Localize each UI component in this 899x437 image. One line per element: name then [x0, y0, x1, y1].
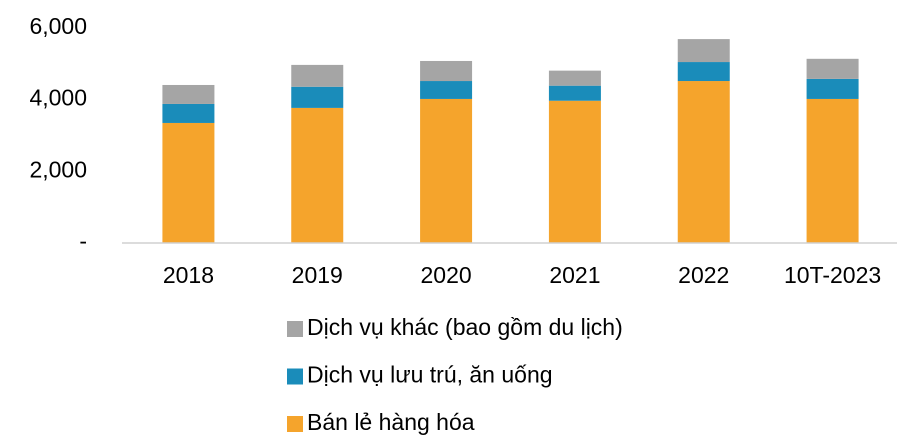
legend-label: Dịch vụ khác (bao gồm du lịch): [307, 314, 623, 340]
bar-segment: [548, 70, 601, 86]
x-tick-label: 10T-2023: [784, 262, 881, 288]
bar-segment: [677, 81, 730, 244]
legend-swatch: [287, 416, 303, 432]
bar-segment: [677, 39, 730, 63]
legend-label: Dịch vụ lưu trú, ăn uống: [307, 362, 553, 388]
bar-segment: [162, 103, 215, 123]
bar-segment: [162, 84, 215, 104]
bar-segment: [291, 107, 344, 244]
bar-segment: [677, 62, 730, 82]
x-tick-label: 2022: [678, 262, 729, 288]
x-tick-label: 2018: [163, 262, 214, 288]
bar-segment: [806, 58, 859, 79]
bar-segment: [420, 60, 473, 82]
legend-swatch: [287, 321, 303, 337]
bar-segment: [806, 78, 859, 99]
bar-segment: [291, 64, 344, 87]
x-tick-label: 2020: [420, 262, 471, 288]
x-tick-label: 2019: [292, 262, 343, 288]
bar-segment: [548, 100, 601, 243]
bar-segment: [420, 81, 473, 99]
bar-segment: [806, 98, 859, 243]
legend-label: Bán lẻ hàng hóa: [307, 409, 475, 435]
y-tick-label: -: [79, 228, 87, 254]
x-tick-label: 2021: [549, 262, 600, 288]
bar-segment: [291, 86, 344, 108]
legend-swatch: [287, 368, 303, 385]
y-tick-label: 6,000: [29, 13, 87, 39]
y-tick-label: 4,000: [29, 85, 87, 111]
y-tick-label: 2,000: [29, 156, 87, 182]
bar-segment: [548, 85, 601, 101]
bar-segment: [162, 122, 215, 243]
bar-segment: [420, 98, 473, 243]
